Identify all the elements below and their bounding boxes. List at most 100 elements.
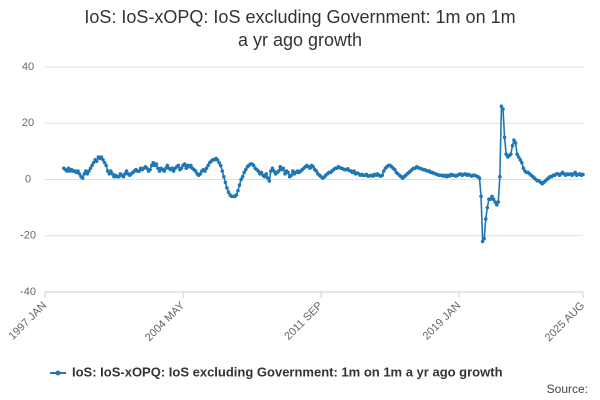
data-point: [76, 169, 80, 173]
data-point: [222, 174, 226, 179]
data-point: [289, 173, 294, 178]
data-point: [251, 163, 256, 168]
data-point: [352, 169, 356, 173]
legend-label: IoS: IoS-xOPQ: IoS excluding Government:…: [72, 364, 503, 379]
data-point: [276, 169, 281, 173]
data-point: [483, 217, 488, 221]
data-point: [189, 163, 193, 168]
data-point: [204, 166, 209, 171]
data-point: [116, 174, 121, 179]
data-point: [137, 169, 141, 173]
x-tick-label: 2019 JAN: [421, 300, 464, 343]
data-point: [223, 180, 228, 185]
data-point: [65, 169, 69, 173]
data-point: [239, 177, 243, 182]
data-point: [520, 160, 524, 165]
data-point: [184, 166, 188, 171]
data-point: [477, 176, 482, 180]
data-point: [88, 166, 93, 171]
data-point: [80, 176, 85, 180]
data-point: [521, 166, 526, 171]
data-point: [499, 104, 504, 109]
x-tick-label: 2025 AUG: [543, 300, 587, 344]
data-point: [83, 169, 88, 173]
data-point: [193, 169, 198, 173]
x-tick-label: 2011 SEP: [282, 300, 325, 343]
data-point: [104, 163, 108, 168]
data-point: [226, 190, 231, 194]
data-point: [170, 166, 174, 171]
data-point: [110, 172, 115, 176]
data-point: [157, 169, 162, 173]
data-point: [179, 166, 184, 171]
data-point: [516, 155, 521, 159]
data-point: [278, 165, 283, 169]
data-point: [491, 197, 496, 201]
data-point: [270, 166, 275, 171]
data-point: [149, 163, 154, 168]
data-point: [218, 163, 223, 168]
data-point: [176, 163, 181, 168]
data-point: [513, 141, 518, 145]
data-point: [262, 174, 267, 179]
data-point: [77, 172, 82, 176]
data-point: [494, 203, 499, 207]
data-point: [380, 173, 385, 178]
x-tick-label: 2004 MAY: [143, 299, 188, 344]
data-point: [171, 169, 176, 173]
data-point: [509, 152, 513, 156]
data-point: [518, 158, 523, 162]
data-point: [512, 138, 516, 142]
data-point: [234, 193, 239, 197]
series-line: [63, 103, 584, 245]
data-point: [243, 167, 248, 172]
data-point: [105, 169, 110, 173]
data-point: [311, 165, 316, 169]
data-point: [581, 172, 585, 177]
data-point: [123, 172, 127, 176]
data-point: [236, 188, 240, 193]
y-tick-label: 0: [25, 173, 31, 185]
data-point: [99, 155, 104, 159]
data-point: [259, 170, 264, 175]
data-point: [102, 160, 107, 165]
chart-title: IoS: IoS-xOPQ: IoS excluding Government:…: [84, 7, 516, 50]
source: Source:: [547, 382, 588, 396]
data-point: [265, 176, 270, 180]
data-point: [124, 169, 129, 173]
data-point: [198, 172, 203, 176]
data-point: [482, 236, 486, 241]
data-point: [496, 200, 501, 204]
data-point: [82, 172, 87, 176]
data-point: [163, 166, 168, 171]
data-point: [217, 160, 221, 165]
data-point: [479, 194, 483, 199]
data-point: [502, 135, 507, 140]
data-point: [256, 169, 261, 173]
data-point: [182, 162, 187, 166]
data-point: [488, 197, 493, 201]
data-point: [225, 186, 229, 190]
data-point: [148, 167, 152, 172]
data-point: [240, 174, 245, 179]
data-point: [498, 174, 502, 179]
x-tick-label: 1997 JAN: [7, 300, 50, 343]
data-point: [283, 172, 287, 176]
data-point: [121, 174, 126, 179]
data-point: [220, 169, 225, 173]
data-point: [91, 160, 96, 165]
data-point: [156, 166, 160, 171]
data-point: [242, 170, 247, 175]
data-point: [573, 170, 577, 175]
data-point: [314, 169, 319, 173]
data-point: [165, 163, 170, 168]
data-point: [162, 169, 167, 173]
data-point: [109, 169, 113, 173]
data-point: [87, 169, 91, 173]
data-point: [206, 163, 210, 168]
data-point: [151, 160, 156, 165]
data-point: [215, 158, 220, 162]
data-point: [501, 107, 505, 111]
